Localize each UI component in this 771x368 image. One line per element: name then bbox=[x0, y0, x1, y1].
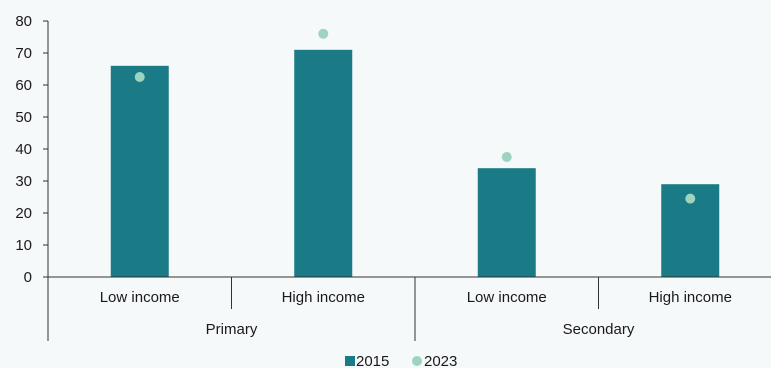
y-axis-ticks: 0 10 20 30 40 50 60 70 80 bbox=[15, 13, 48, 286]
y-tick-label: 10 bbox=[15, 237, 32, 254]
bar-2015 bbox=[111, 66, 169, 277]
y-tick-label: 40 bbox=[15, 141, 32, 158]
y-tick-label: 50 bbox=[15, 109, 32, 126]
bar-2015 bbox=[294, 50, 352, 277]
legend-swatch-2023 bbox=[412, 356, 422, 366]
points-2023 bbox=[135, 29, 696, 204]
x-category-label: High income bbox=[649, 289, 732, 306]
legend-label-2015: 2015 bbox=[356, 353, 389, 368]
point-2023 bbox=[135, 72, 145, 82]
y-tick-label: 30 bbox=[15, 173, 32, 190]
legend-label-2023: 2023 bbox=[424, 353, 457, 368]
legend: 2015 2023 bbox=[345, 353, 457, 368]
x-group-label: Secondary bbox=[563, 321, 635, 338]
y-tick-label: 70 bbox=[15, 45, 32, 62]
point-2023 bbox=[502, 152, 512, 162]
x-category-label: High income bbox=[282, 289, 365, 306]
x-category-label: Low income bbox=[100, 289, 180, 306]
point-2023 bbox=[685, 194, 695, 204]
legend-swatch-2015 bbox=[345, 356, 355, 366]
x-group-label: Primary bbox=[206, 321, 258, 338]
y-tick-label: 60 bbox=[15, 77, 32, 94]
y-tick-label: 80 bbox=[15, 13, 32, 30]
bars-2015 bbox=[111, 50, 720, 277]
bar-2015 bbox=[478, 168, 536, 277]
y-tick-label: 0 bbox=[24, 269, 32, 286]
point-2023 bbox=[318, 29, 328, 39]
x-category-label: Low income bbox=[467, 289, 547, 306]
y-tick-label: 20 bbox=[15, 205, 32, 222]
x-axis-labels: Low income High income Low income High inco… bbox=[100, 289, 732, 338]
